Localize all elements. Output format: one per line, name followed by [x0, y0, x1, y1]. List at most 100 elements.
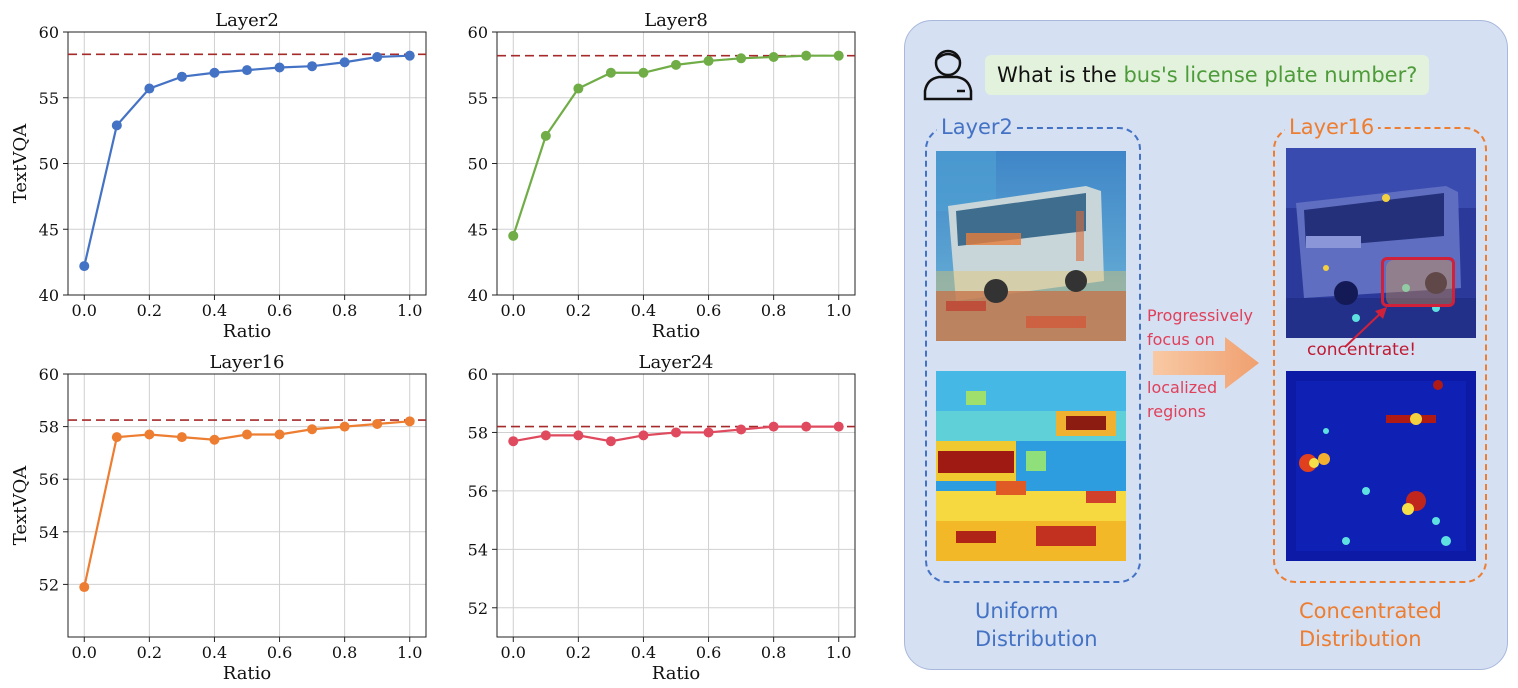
arrow-text-top-1: Progressively	[1147, 306, 1253, 325]
chart1-point	[144, 83, 155, 94]
chart2-point	[833, 50, 844, 61]
chart2-point	[703, 55, 714, 66]
chart1-xtick-label: 0.0	[72, 301, 97, 320]
chart3-ytick-label: 56	[39, 470, 59, 489]
chart1-title: Layer2	[215, 10, 279, 31]
attention-illustration-panel: What is the bus's license plate number? …	[904, 20, 1508, 670]
chart4-xtick-label: 0.6	[696, 643, 721, 662]
chart4-xtick-label: 0.4	[631, 643, 656, 662]
chart1-xtick-label: 0.8	[332, 301, 357, 320]
charts-area: 0.0 0.2 0.4 0.6 0.8 1.0 40 45 50 55 60 Layer2 Ratio T…	[10, 10, 856, 684]
chart2-series-line	[512, 54, 839, 237]
question-highlight: bus's license plate number?	[1123, 63, 1418, 87]
right-caption-line2: Distribution	[1299, 627, 1422, 651]
left-caption-line1: Uniform	[975, 599, 1059, 623]
chart3-ytick-label: 60	[39, 365, 59, 384]
chart1-xtick-label: 0.4	[202, 301, 227, 320]
chart3-title: Layer16	[209, 352, 284, 373]
right-caption: Concentrated Distribution	[1299, 597, 1442, 653]
chart1-ytick-label: 55	[39, 89, 59, 108]
chart3-point	[404, 416, 415, 427]
chart4-ytick-label: 52	[468, 599, 488, 618]
chart3-ytick-label: 54	[39, 523, 59, 542]
chart4-point	[736, 424, 747, 435]
chart4-point	[671, 427, 681, 438]
arrow-text-bottom-1: localized	[1147, 378, 1218, 397]
chart1-point	[176, 71, 187, 82]
chart3-ytick-label: 52	[39, 575, 59, 594]
chart2-ytick-label: 40	[468, 286, 488, 305]
chart1-point	[111, 120, 122, 131]
chart4-point	[801, 421, 812, 432]
chart2-point	[573, 83, 584, 94]
layer2-box-label: Layer2	[937, 115, 1017, 139]
chart2-ytick-label: 60	[468, 23, 488, 42]
chart2-xtick-label: 0.0	[501, 301, 526, 320]
chart4-xlabel: Ratio	[652, 663, 701, 684]
chart3-xtick-label: 0.0	[72, 643, 97, 662]
chart3-xtick-label: 0.6	[267, 643, 292, 662]
chart1-xlabel: Ratio	[223, 321, 272, 342]
chart1-ytick-label: 60	[39, 23, 59, 42]
chart2-title: Layer8	[644, 10, 708, 31]
chart2-ytick-label: 45	[468, 220, 488, 239]
chart3-xlabel: Ratio	[223, 663, 272, 684]
chart1-point	[339, 57, 350, 68]
chart4-ytick-label: 54	[468, 540, 488, 559]
chart4-ytick-label: 58	[468, 423, 488, 442]
layer2-bus-attention-image	[936, 151, 1126, 341]
chart4-xtick-label: 0.0	[501, 643, 526, 662]
chart1-xtick-label: 0.6	[267, 301, 292, 320]
progress-arrow	[1153, 337, 1259, 389]
chart1-point	[209, 67, 220, 78]
chart3-point	[79, 582, 90, 593]
chart3-series-line	[83, 420, 410, 588]
chart1-point	[242, 65, 252, 76]
chart3-ylabel: TextVQA	[10, 465, 31, 545]
chart2-xtick-label: 1.0	[826, 301, 851, 320]
chart1-point	[307, 61, 318, 72]
arrow-text-top-2: focus on	[1147, 330, 1215, 349]
chart4-point	[833, 421, 844, 432]
right-caption-line1: Concentrated	[1299, 599, 1442, 623]
chart1-ytick-label: 45	[39, 220, 59, 239]
chart2-point	[605, 67, 616, 78]
chart3-point	[339, 421, 350, 432]
chart4-point	[703, 427, 714, 438]
chart4-xtick-label: 0.8	[761, 643, 786, 662]
chart3-ytick-label: 58	[39, 418, 59, 437]
chart2-ytick-label: 50	[468, 155, 488, 174]
chart2-xlabel: Ratio	[652, 321, 701, 342]
chart3-frame	[67, 373, 427, 638]
chart1-point	[372, 51, 383, 62]
chart1-ytick-label: 40	[39, 286, 59, 305]
chart3-point	[307, 424, 318, 435]
chart3-xtick-label: 1.0	[397, 643, 422, 662]
chart4-point	[638, 430, 649, 441]
user-icon	[923, 49, 973, 101]
chart4-ytick-label: 56	[468, 482, 488, 501]
chart4-point	[768, 421, 779, 432]
chart3-point	[111, 432, 122, 443]
chart4-xtick-label: 1.0	[826, 643, 851, 662]
chart2-xtick-label: 0.2	[566, 301, 591, 320]
chart4-ytick-label: 60	[468, 365, 488, 384]
layer16-box-label: Layer16	[1285, 115, 1379, 139]
chart1-point	[404, 50, 415, 61]
arrow-text-bottom-2: regions	[1147, 402, 1206, 421]
chart3-point	[209, 434, 220, 445]
chart3-xtick-label: 0.4	[202, 643, 227, 662]
chart2-point	[508, 230, 519, 241]
chart4-xtick-label: 0.2	[566, 643, 591, 662]
chart3-point	[372, 418, 383, 429]
chart2-xtick-label: 0.8	[761, 301, 786, 320]
chart4-point	[605, 436, 616, 447]
chart1-ylabel: TextVQA	[10, 123, 31, 203]
chart2-xtick-label: 0.4	[631, 301, 656, 320]
left-caption: Uniform Distribution	[975, 597, 1098, 653]
chart1-xtick-label: 1.0	[397, 301, 422, 320]
chart2-point	[736, 53, 747, 64]
chart4-frame	[496, 373, 856, 638]
chart1-xtick-label: 0.2	[137, 301, 162, 320]
chart4-point	[540, 430, 551, 441]
